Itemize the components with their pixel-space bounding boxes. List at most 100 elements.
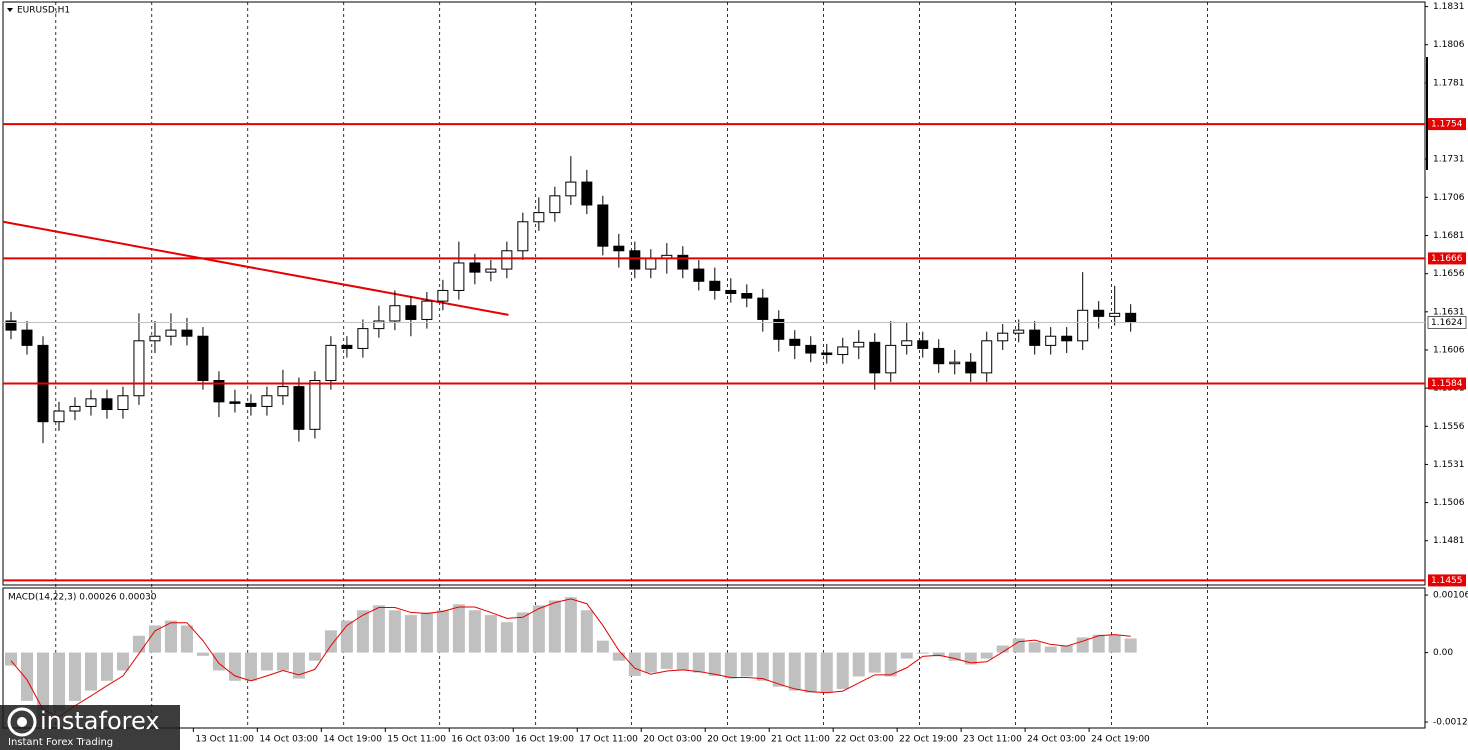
candle-body (197, 335, 209, 381)
macd-bar (612, 652, 625, 661)
y-tick-label: 1.1531 (1433, 460, 1465, 470)
candle-body (373, 320, 385, 330)
macd-bar (436, 610, 449, 653)
macd-bar (548, 600, 561, 653)
x-tick-label: 24 Oct 03:00 (1027, 735, 1086, 745)
macd-bar (788, 652, 801, 691)
x-tick-label: 14 Oct 03:00 (259, 735, 318, 745)
macd-bar (468, 610, 481, 653)
candle-body (5, 320, 17, 331)
macd-bar (1044, 646, 1057, 653)
macd-bar (916, 652, 929, 654)
macd-title: MACD(14,22,3) 0.00026 0.00030 (8, 593, 157, 603)
macd-bar (308, 652, 321, 661)
macd-bar (1076, 637, 1089, 653)
candle-body (677, 254, 689, 270)
macd-bar (580, 610, 593, 653)
y-tick-label: 1.1831 (1433, 2, 1465, 12)
candle-body (693, 268, 705, 282)
candle-body (277, 386, 289, 397)
y-tick-label: 1.1781 (1433, 78, 1465, 88)
candle-body (357, 328, 369, 349)
candle-body (1109, 312, 1121, 317)
y-tick-label: 0.00 (1433, 648, 1453, 658)
candle-body (725, 289, 737, 294)
x-tick-label: 14 Oct 19:00 (323, 735, 382, 745)
candle-body (533, 212, 545, 223)
macd-bar (372, 605, 385, 653)
candle-body (69, 405, 81, 412)
last-price-label: 1.1624 (1431, 318, 1463, 328)
candle-body (821, 352, 833, 356)
candle-body (101, 398, 113, 410)
candle-body (933, 347, 945, 365)
macd-bar (980, 652, 993, 659)
candle-body (469, 262, 481, 273)
macd-bar (900, 652, 913, 659)
macd-bar (292, 652, 305, 679)
x-tick-label: 20 Oct 19:00 (707, 735, 766, 745)
macd-bar (644, 652, 657, 673)
macd-bar (84, 652, 97, 691)
macd-bar (628, 652, 641, 676)
macd-bar (244, 652, 257, 681)
logo-tagline: Instant Forex Trading (8, 737, 113, 748)
macd-bar (148, 625, 161, 653)
x-tick-label: 21 Oct 11:00 (771, 735, 830, 745)
macd-bar (500, 622, 513, 653)
macd-bar (868, 652, 881, 673)
logo-icon (7, 707, 37, 737)
x-tick-label: 17 Oct 11:00 (579, 735, 638, 745)
macd-bar (804, 652, 817, 693)
candle-body (949, 361, 961, 365)
candle-body (293, 386, 305, 430)
candle-body (1125, 312, 1137, 323)
macd-bar (724, 652, 737, 679)
candle-body (885, 344, 897, 374)
x-tick-label: 16 Oct 03:00 (451, 735, 510, 745)
candle-body (1045, 335, 1057, 346)
y-tick-label: 0.00106 (1433, 591, 1468, 601)
candle-body (1077, 309, 1089, 342)
logo-name: instaforex (40, 707, 160, 735)
x-tick-label: 16 Oct 19:00 (515, 735, 574, 745)
level-box (1428, 252, 1466, 265)
macd-bar (676, 652, 689, 671)
macd-bar (516, 612, 529, 653)
candle-body (869, 341, 881, 374)
macd-bar (836, 652, 849, 689)
macd-bar (820, 652, 833, 693)
x-tick-label: 22 Oct 19:00 (899, 735, 958, 745)
macd-bar (324, 630, 337, 653)
y-tick-label: 1.1706 (1433, 193, 1465, 203)
candle-body (597, 204, 609, 247)
macd-bar (20, 652, 33, 701)
candle-body (709, 280, 721, 291)
last-price-box (1427, 316, 1467, 329)
macd-bar (964, 652, 977, 665)
macd-bar (212, 652, 225, 671)
candle-body (805, 344, 817, 354)
trend-line (2, 220, 509, 316)
candle-body (1029, 329, 1041, 346)
macd-bar (100, 652, 113, 681)
candle-body (645, 257, 657, 270)
macd-bar (884, 652, 897, 677)
candle-body (421, 300, 433, 320)
x-tick-label: 24 Oct 19:00 (1091, 735, 1150, 745)
candle-body (325, 344, 337, 381)
y-tick-label: 1.1631 (1433, 307, 1465, 317)
macd-bar (1060, 645, 1073, 653)
y-tick-label: 1.1731 (1433, 155, 1465, 165)
macd-bar (1028, 642, 1041, 653)
candle-body (613, 245, 625, 252)
candle-body (437, 289, 449, 302)
macd-bar (420, 612, 433, 653)
x-tick-label: 20 Oct 03:00 (643, 735, 702, 745)
logo: instaforex Instant Forex Trading (0, 705, 180, 750)
macd-bar (276, 652, 289, 671)
macd-bar (660, 652, 673, 669)
candle-body (773, 318, 785, 340)
macd-bar (756, 652, 769, 681)
